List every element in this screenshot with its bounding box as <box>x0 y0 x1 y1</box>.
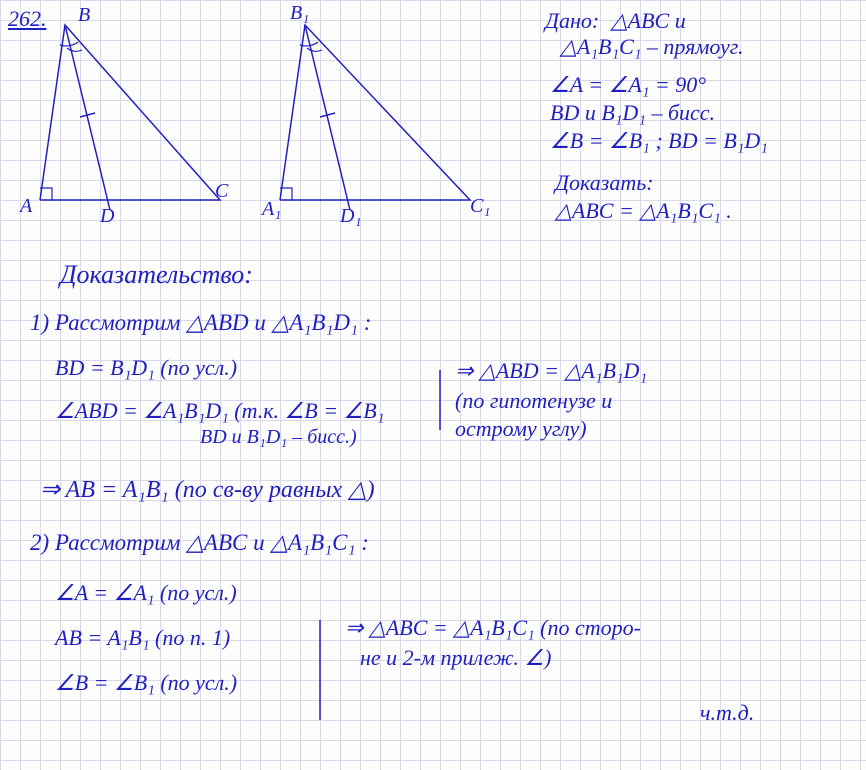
step1-a: BD = B₁D₁ (по усл.) <box>55 355 237 381</box>
bisector-bd <box>65 25 110 210</box>
step2-concl1: ⇒ △ABC = △A₁B₁C₁ (по сторо- <box>345 615 641 641</box>
label-d1: D₁ <box>340 205 361 228</box>
label-b: B <box>78 4 90 27</box>
prove-title: Доказать: <box>555 170 654 196</box>
step1-b2: BD и B₁D₁ – бисс.) <box>200 426 357 449</box>
step2-c: ∠B = ∠B₁ (по усл.) <box>55 670 237 696</box>
given-line5: ∠B = ∠B₁ ; BD = B₁D₁ <box>550 128 768 154</box>
step1-concl1: ⇒ △ABD = △A₁B₁D₁ <box>455 358 647 384</box>
label-a1: A₁ <box>262 198 281 221</box>
label-c1: C₁ <box>470 195 490 218</box>
bisector-b1d1 <box>305 25 350 210</box>
step1-concl3: острому углу) <box>455 416 587 442</box>
step2-b: AB = A₁B₁ (по п. 1) <box>55 625 230 651</box>
qed: ч.т.д. <box>700 700 754 726</box>
given-line1: △ABC и <box>611 8 686 33</box>
triangle-a1b1c1 <box>280 25 470 200</box>
step1-b: ∠ABD = ∠A₁B₁D₁ (т.к. ∠B = ∠B₁ <box>55 398 384 424</box>
step2-concl2: не и 2-м прилеж. ∠) <box>360 645 551 671</box>
step2-title: 2) Рассмотрим △ABC и △A₁B₁C₁ : <box>30 530 369 556</box>
proof-title: Доказательство: <box>60 260 253 290</box>
angle-arc-b-2 <box>67 48 82 51</box>
triangle-abc <box>40 25 220 200</box>
angle-arc-b1-2 <box>307 48 322 51</box>
given-line4: BD и B₁D₁ – бисс. <box>550 100 715 126</box>
given-title: Дано: △ABC и <box>545 8 686 34</box>
given-line2: △A₁B₁C₁ – прямоуг. <box>560 34 744 60</box>
given-title-text: Дано: <box>545 8 599 33</box>
label-d: D <box>100 205 114 228</box>
step1-title: 1) Рассмотрим △ABD и △A₁B₁D₁ : <box>30 310 371 336</box>
label-c: C <box>215 180 228 203</box>
label-a: A <box>20 195 32 218</box>
step1-concl2: (по гипотенузе и <box>455 388 612 414</box>
step1-result: ⇒ AB = A₁B₁ (по св-ву равных △) <box>40 475 375 504</box>
prove-line: △ABC = △A₁B₁C₁ . <box>555 198 732 224</box>
given-line3: ∠A = ∠A₁ = 90° <box>550 72 706 98</box>
step2-a: ∠A = ∠A₁ (по усл.) <box>55 580 237 606</box>
label-b1: B₁ <box>290 2 309 25</box>
